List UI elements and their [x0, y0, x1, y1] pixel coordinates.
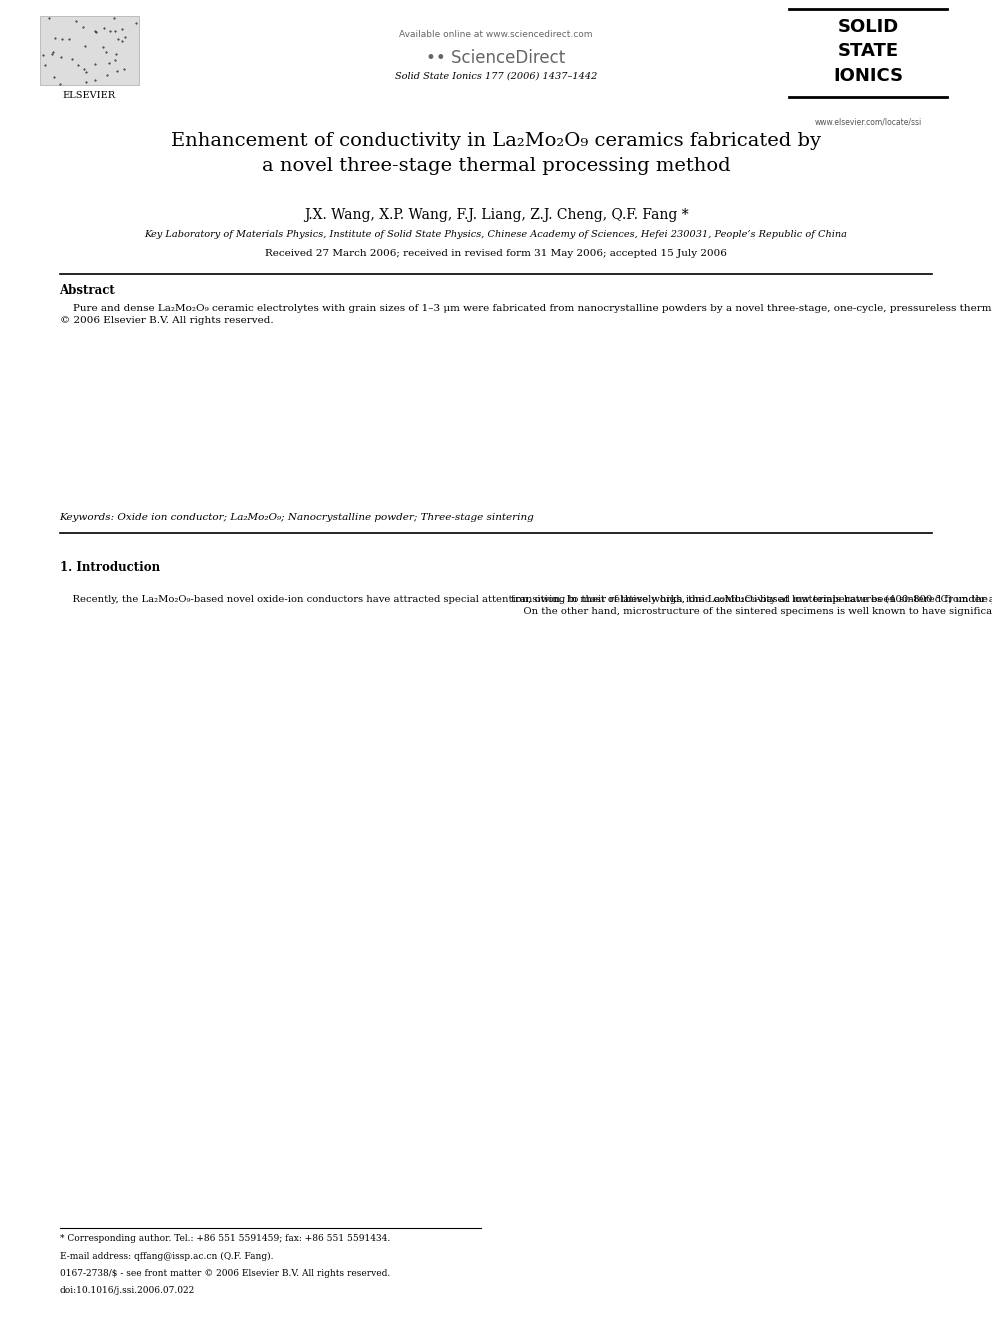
Text: J.X. Wang, X.P. Wang, F.J. Liang, Z.J. Cheng, Q.F. Fang *: J.X. Wang, X.P. Wang, F.J. Liang, Z.J. C…: [304, 208, 688, 222]
Text: •• ScienceDirect: •• ScienceDirect: [427, 49, 565, 67]
Text: STATE: STATE: [837, 42, 899, 60]
Text: Recently, the La₂Mo₂O₉-based novel oxide-ion conductors have attracted special a: Recently, the La₂Mo₂O₉-based novel oxide…: [60, 595, 992, 605]
Text: doi:10.1016/j.ssi.2006.07.022: doi:10.1016/j.ssi.2006.07.022: [60, 1286, 194, 1295]
Text: Pure and dense La₂Mo₂O₉ ceramic electrolytes with grain sizes of 1–3 μm were fab: Pure and dense La₂Mo₂O₉ ceramic electrol…: [60, 304, 992, 324]
Text: E-mail address: qffang@issp.ac.cn (Q.F. Fang).: E-mail address: qffang@issp.ac.cn (Q.F. …: [60, 1252, 273, 1261]
Text: Received 27 March 2006; received in revised form 31 May 2006; accepted 15 July 2: Received 27 March 2006; received in revi…: [265, 249, 727, 258]
Text: * Corresponding author. Tel.: +86 551 5591459; fax: +86 551 5591434.: * Corresponding author. Tel.: +86 551 55…: [60, 1234, 390, 1244]
Text: transition. In most of these works, the La₂Mo₂O₉-based materials have been sinte: transition. In most of these works, the …: [511, 595, 992, 615]
Text: ELSEVIER: ELSEVIER: [62, 91, 116, 101]
Text: Abstract: Abstract: [60, 284, 115, 298]
Text: Solid State Ionics 177 (2006) 1437–1442: Solid State Ionics 177 (2006) 1437–1442: [395, 71, 597, 81]
Text: Available online at www.sciencedirect.com: Available online at www.sciencedirect.co…: [399, 30, 593, 40]
Text: www.elsevier.com/locate/ssi: www.elsevier.com/locate/ssi: [814, 118, 922, 127]
Text: SOLID: SOLID: [837, 17, 899, 36]
Text: 0167-2738/$ - see front matter © 2006 Elsevier B.V. All rights reserved.: 0167-2738/$ - see front matter © 2006 El…: [60, 1269, 390, 1278]
FancyBboxPatch shape: [40, 16, 139, 85]
Text: Enhancement of conductivity in La₂Mo₂O₉ ceramics fabricated by
a novel three-sta: Enhancement of conductivity in La₂Mo₂O₉ …: [171, 132, 821, 176]
Text: Keywords: Oxide ion conductor; La₂Mo₂O₉; Nanocrystalline powder; Three-stage sin: Keywords: Oxide ion conductor; La₂Mo₂O₉;…: [60, 513, 535, 523]
Text: Key Laboratory of Materials Physics, Institute of Solid State Physics, Chinese A: Key Laboratory of Materials Physics, Ins…: [145, 230, 847, 239]
Text: 1. Introduction: 1. Introduction: [60, 561, 160, 574]
Text: IONICS: IONICS: [833, 66, 903, 85]
